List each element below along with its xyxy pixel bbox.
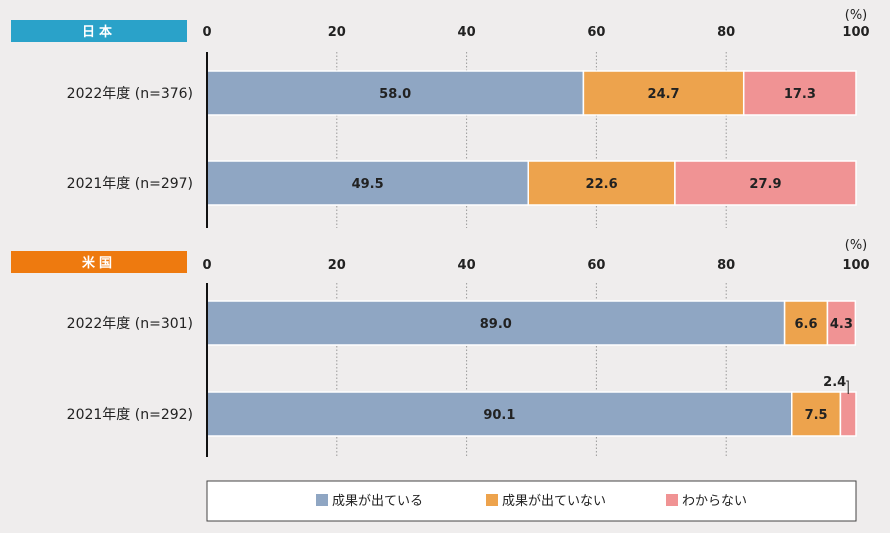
tick-label-japan-40: 40	[458, 25, 476, 40]
legend-label-2: わからない	[682, 494, 747, 509]
tick-label-us-60: 60	[587, 258, 605, 273]
tick-label-us-80: 80	[717, 258, 735, 273]
region-label-japan: 日本	[82, 24, 116, 40]
category-label-us-0: 2022年度 (n=301)	[67, 316, 193, 332]
legend-box	[206, 480, 857, 522]
data-label-japan-1-2: 27.9	[749, 177, 781, 192]
region-badge-japan	[11, 20, 187, 42]
data-label-us-1-1: 7.5	[805, 408, 828, 423]
legend-swatch-1	[486, 494, 498, 506]
bar-segment-us-1-1	[790, 391, 842, 437]
tick-label-us-100: 100	[842, 258, 869, 273]
category-label-japan-0: 2022年度 (n=376)	[67, 86, 193, 102]
unit-label-japan: (%)	[845, 8, 868, 23]
data-label-us-1-0: 90.1	[483, 408, 515, 423]
bar-segment-japan-1-2	[674, 160, 857, 206]
unit-label-us: (%)	[845, 238, 868, 253]
legend-swatch-2	[666, 494, 678, 506]
bar-segment-us-0-1	[783, 300, 829, 346]
tick-label-japan-60: 60	[587, 25, 605, 40]
tick-label-us-20: 20	[328, 258, 346, 273]
bar-segment-us-1-2	[839, 391, 857, 437]
bar-segment-japan-1-0	[206, 160, 530, 206]
bar-segment-japan-1-1	[527, 160, 676, 206]
bar-segment-japan-0-2	[742, 70, 857, 116]
data-label-japan-1-0: 49.5	[352, 177, 384, 192]
region-badge-us	[11, 251, 187, 273]
data-label-us-0-1: 6.6	[795, 317, 818, 332]
legend-swatch-0	[316, 494, 328, 506]
data-label-us-0-0: 89.0	[480, 317, 512, 332]
data-label-japan-1-1: 22.6	[586, 177, 618, 192]
tick-label-us-40: 40	[458, 258, 476, 273]
tick-label-japan-80: 80	[717, 25, 735, 40]
category-label-us-1: 2021年度 (n=292)	[67, 407, 193, 423]
tick-label-japan-20: 20	[328, 25, 346, 40]
bar-segment-japan-0-1	[582, 70, 745, 116]
tick-label-japan-0: 0	[202, 25, 211, 40]
tick-label-us-0: 0	[202, 258, 211, 273]
data-label-us-0-2: 4.3	[830, 317, 853, 332]
bar-segment-us-0-2	[826, 300, 857, 346]
region-label-us: 米国	[82, 255, 116, 271]
data-label-japan-0-0: 58.0	[379, 87, 411, 102]
legend-label-0: 成果が出ている	[332, 494, 423, 509]
category-label-japan-1: 2021年度 (n=297)	[67, 176, 193, 192]
legend-label-1: 成果が出ていない	[502, 494, 606, 509]
data-label-us-1-2: 2.4	[823, 375, 846, 390]
data-label-japan-0-1: 24.7	[648, 87, 680, 102]
tick-label-japan-100: 100	[842, 25, 869, 40]
callout-line-us-1-2	[846, 380, 849, 394]
data-label-japan-0-2: 17.3	[784, 87, 816, 102]
bar-segment-japan-0-0	[206, 70, 585, 116]
